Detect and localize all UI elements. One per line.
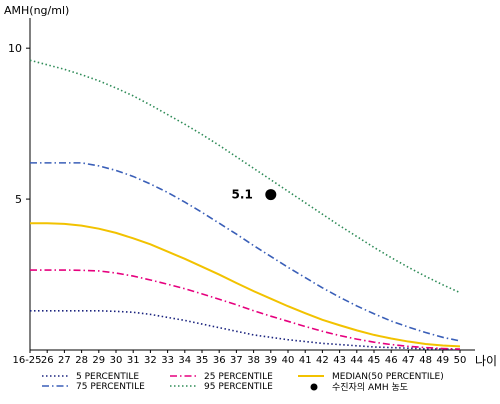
series-line [30, 222, 461, 348]
x-tick-label: 43 [333, 355, 346, 366]
x-tick-label: 42 [316, 355, 329, 366]
x-axis-label: 나이 [475, 354, 497, 368]
x-tick-label: 32 [144, 355, 157, 366]
legend-label: 95 PERCENTILE [204, 382, 273, 392]
x-tick-label: 35 [196, 355, 209, 366]
patient-amh-label: 5.1 [232, 188, 253, 202]
x-tick-label: 40 [282, 355, 295, 366]
series-layer [29, 59, 461, 351]
patient-amh-point [265, 189, 277, 201]
x-tick-label: 37 [230, 355, 243, 366]
x-tick-label: 27 [58, 355, 71, 366]
x-tick-label: 39 [264, 355, 277, 366]
series-line [30, 309, 461, 351]
x-tick-label: 33 [161, 355, 174, 366]
legend-label: MEDIAN(50 PERCENTILE) [332, 372, 444, 382]
x-ticks: 16-25 26 27 28 29 30 31 32 33 34 35 36 37 38 39 40 41 42 4… [12, 350, 466, 366]
x-tick-label: 30 [110, 355, 123, 366]
x-tick-label: 26 [41, 355, 54, 366]
y-axis-label: AMH(ng/ml) [4, 4, 69, 17]
x-tick-label: 38 [247, 355, 260, 366]
x-tick-label: 41 [299, 355, 312, 366]
legend-label: 25 PERCENTILE [204, 372, 273, 382]
y-tick-label: 5 [15, 193, 22, 206]
legend-label: 75 PERCENTILE [76, 382, 145, 392]
x-tick-label: 48 [419, 355, 432, 366]
legend-label: 5 PERCENTILE [76, 372, 139, 382]
x-tick-label: 29 [92, 355, 105, 366]
x-tick-label: 31 [127, 355, 140, 366]
x-tick-label: 46 [385, 355, 398, 366]
legend: 5 PERCENTILE 25 PERCENTILE MEDIAN(50 PERCE… [42, 372, 444, 393]
x-tick-label: 47 [402, 355, 415, 366]
axes: AMH(ng/ml) 나이 [4, 4, 497, 368]
x-tick-label: 44 [350, 355, 363, 366]
x-tick-label: 50 [454, 355, 467, 366]
x-tick-label: 28 [75, 355, 88, 366]
x-tick-label: 49 [436, 355, 449, 366]
y-tick-label: 10 [8, 42, 22, 55]
x-tick-label: 16-25 [12, 355, 41, 366]
legend-point-swatch [310, 383, 318, 391]
legend-point-label: 수진자의 AMH 농도 [332, 382, 408, 393]
x-tick-label: 45 [368, 355, 381, 366]
y-ticks: 5 10 [8, 42, 30, 206]
series-line [29, 59, 461, 294]
series-line [30, 269, 461, 350]
x-tick-label: 36 [213, 355, 226, 366]
point-layer: 5.1 [232, 188, 277, 202]
series-line [30, 162, 461, 342]
x-tick-label: 34 [178, 355, 191, 366]
